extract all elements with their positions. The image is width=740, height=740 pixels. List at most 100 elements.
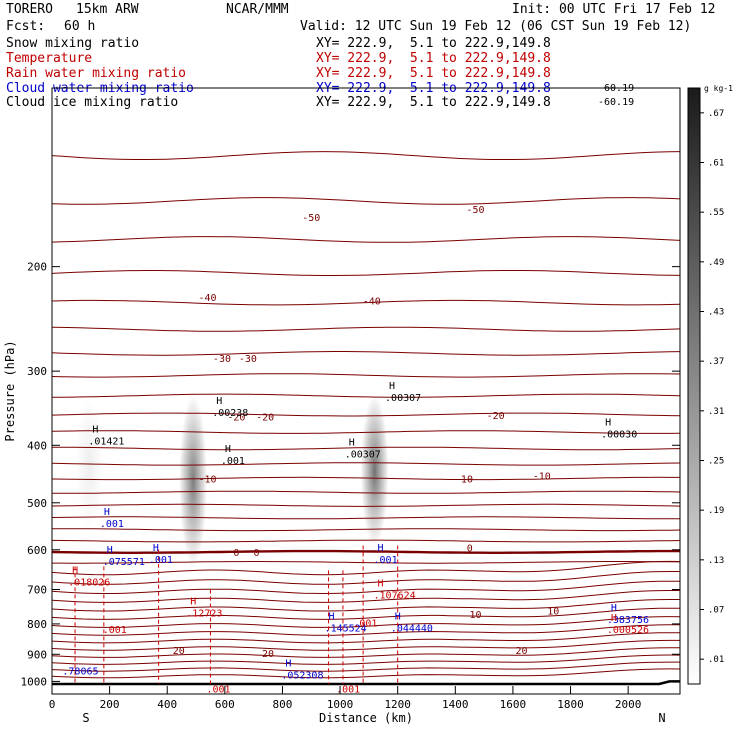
colorbar-tick-label: .01 — [708, 655, 724, 665]
colorbar-tick-label: .67 — [708, 109, 724, 119]
temperature-contour — [51, 654, 681, 665]
maximum-value: .052308 — [281, 671, 323, 682]
center-name: NCAR/MMM — [226, 2, 289, 17]
y-tick-label: 800 — [27, 618, 47, 631]
maximum-value: .001 — [149, 555, 173, 566]
temperature-contour — [51, 351, 681, 356]
colorbar — [687, 87, 701, 685]
y-tick-label: 300 — [27, 365, 47, 378]
colorbar-tick-label: .55 — [708, 208, 724, 218]
maximum-marker: H — [611, 603, 617, 614]
model-resolution: 15km ARW — [76, 2, 139, 17]
maximum-value: .000526 — [607, 625, 649, 636]
maximum-value: .00307 — [345, 449, 381, 460]
temperature-contour — [51, 647, 680, 658]
colorbar-tick-label: .49 — [708, 258, 724, 268]
maximum-marker: H — [285, 659, 291, 670]
valid-time: Valid: 12 UTC Sun 19 Feb 12 (06 CST Sun … — [300, 19, 692, 34]
temperature-contour — [51, 549, 680, 554]
init-time: Init: 00 UTC Fri 17 Feb 12 — [512, 2, 716, 17]
temperature-contour — [51, 539, 681, 543]
field-name-cloud-ice: Cloud ice mixing ratio — [6, 95, 179, 110]
temperature-label: 0 — [233, 548, 239, 559]
temperature-contour — [51, 236, 681, 243]
field-xy-snow: XY= 222.9, 5.1 to 222.9,149.8 — [316, 36, 551, 51]
temperature-label: 0 — [254, 548, 260, 559]
colorbar-unit: g kg-1 — [704, 84, 733, 93]
maximum-marker: H — [605, 418, 611, 429]
temperature-contour — [51, 151, 681, 160]
maximum-marker: H — [104, 507, 110, 518]
temperature-label: -20 — [227, 413, 245, 424]
temperature-label: 20 — [262, 649, 274, 660]
maximum-marker: H — [190, 596, 196, 607]
temperature-contour — [51, 516, 680, 520]
model-name: TORERO — [6, 2, 53, 17]
maximum-marker: H — [72, 565, 78, 576]
temperature-label: 0 — [467, 544, 473, 555]
maximum-marker: H — [378, 579, 384, 590]
temperature-contour — [51, 571, 680, 585]
temperature-contour — [51, 580, 680, 595]
temperature-contour — [51, 560, 681, 576]
temperature-label: -20 — [487, 411, 505, 422]
maximum-value: .001 — [221, 456, 245, 467]
temperature-label: -40 — [363, 296, 381, 307]
maximum-value: .78065 — [62, 666, 98, 677]
forecast-label: Fcst: — [6, 19, 46, 34]
x-tick-label: 1000 — [327, 698, 354, 711]
temperature-contour — [51, 197, 681, 205]
x-tick-label: 1200 — [384, 698, 411, 711]
y-tick-label: 900 — [27, 648, 47, 661]
maximum-value: .12723 — [186, 608, 222, 619]
temperature-label: -30 — [239, 354, 257, 365]
field-xy-rain: XY= 222.9, 5.1 to 222.9,149.8 — [316, 66, 551, 81]
endpoint-right: N — [658, 711, 665, 725]
colorbar-tick-label: .31 — [708, 407, 724, 417]
maximum-value: .01421 — [88, 436, 124, 447]
temperature-label: 20 — [173, 646, 185, 657]
colorbar-tick-label: .61 — [708, 159, 724, 169]
temperature-contour — [52, 490, 681, 494]
temperature-label: -50 — [302, 213, 320, 224]
temperature-label: 10 — [469, 610, 481, 621]
maximum-value: .383756 — [607, 615, 649, 626]
field-name-snow: Snow mixing ratio — [6, 36, 140, 51]
field-name-temperature: Temperature — [6, 51, 93, 66]
temperature-label: -30 — [213, 354, 231, 365]
temperature-contour — [51, 607, 680, 620]
temperature-label: -10 — [533, 472, 551, 483]
temperature-contour — [51, 624, 680, 636]
colorbar-tick-label: .25 — [708, 457, 724, 467]
maximum-value: .145524 — [325, 623, 367, 634]
temperature-contour — [51, 412, 681, 417]
field-xy-temperature: XY= 222.9, 5.1 to 222.9,149.8 — [316, 51, 551, 66]
temperature-contour — [51, 373, 681, 378]
x-tick-label: 1400 — [442, 698, 469, 711]
maximum-marker: H — [107, 545, 113, 556]
temperature-label: -10 — [199, 474, 217, 485]
colorbar-tick-label: .37 — [708, 357, 724, 367]
maximum-value: .00238 — [212, 408, 248, 419]
temperature-contour — [51, 503, 681, 507]
x-tick-label: 600 — [215, 698, 235, 711]
y-tick-label: 600 — [27, 544, 47, 557]
temperature-label: 10 — [547, 607, 559, 618]
maximum-marker: H — [378, 543, 384, 554]
field-xy-cloud-ice: XY= 222.9, 5.1 to 222.9,149.8 — [316, 95, 551, 110]
endpoint-left: S — [82, 711, 89, 725]
y-tick-label: 200 — [27, 261, 47, 274]
y-tick-label: 500 — [27, 497, 47, 510]
temperature-label: -40 — [199, 293, 217, 304]
temperature-label: 20 — [516, 646, 528, 657]
x-axis-label: Distance (km) — [319, 711, 413, 725]
temperature-contour — [51, 632, 680, 644]
x-tick-label: 800 — [273, 698, 293, 711]
maximum-value: .018026 — [68, 577, 110, 588]
temperature-contour — [51, 661, 680, 672]
temperature-label: -20 — [256, 413, 274, 424]
temperature-contour — [52, 561, 681, 564]
colorbar-tick-label: .13 — [708, 556, 724, 566]
x-tick-label: 2000 — [615, 698, 642, 711]
plot-frame — [51, 87, 681, 695]
